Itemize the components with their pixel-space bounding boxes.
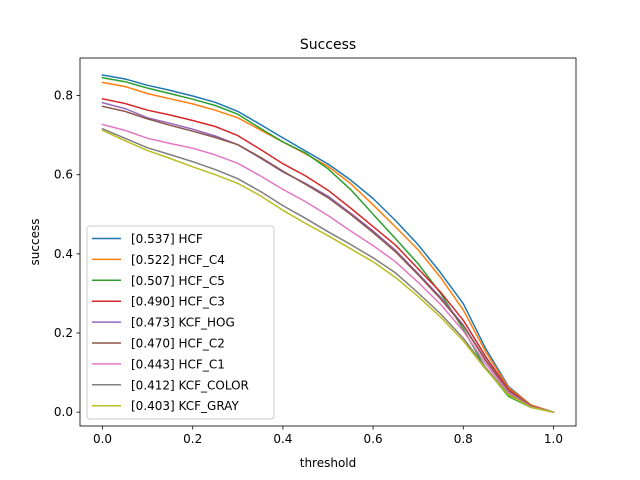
x-tick-label: 0.0 (93, 432, 112, 446)
chart-title: Success (300, 37, 356, 53)
legend-label-5: [0.470] HCF_C2 (131, 337, 225, 351)
series-line-2 (101, 76, 555, 414)
x-tick-label: 0.2 (183, 432, 202, 446)
legend-label-0: [0.537] HCF (131, 232, 203, 246)
legend-items: [0.537] HCF [0.522] HCF_C4 [0.507] HCF_C5 [… (92, 232, 249, 413)
series-layer (101, 74, 555, 414)
legend-label-3: [0.490] HCF_C3 (131, 295, 225, 309)
y-tick-label: 0.0 (54, 405, 73, 419)
legend: [0.537] HCF [0.522] HCF_C4 [0.507] HCF_C5 [… (86, 225, 275, 420)
x-axis-label: threshold (300, 456, 357, 470)
y-tick-label: 0.6 (54, 168, 73, 182)
y-axis-label: success (28, 219, 42, 266)
y-axis-ticks: 0.0 0.2 0.4 0.6 0.8 (54, 89, 80, 419)
legend-label-6: [0.443] HCF_C1 (131, 357, 225, 371)
axes-frame (79, 57, 577, 427)
y-tick-label: 0.4 (54, 247, 73, 261)
x-tick-label: 0.4 (273, 432, 292, 446)
series-line-1 (101, 81, 555, 414)
x-axis-ticks: 0.0 0.2 0.4 0.6 0.8 1.0 (93, 426, 563, 446)
series-line-3 (101, 97, 555, 414)
series-line-7 (101, 127, 555, 414)
legend-label-8: [0.403] KCF_GRAY (131, 399, 239, 413)
x-tick-label: 0.6 (364, 432, 383, 446)
legend-label-7: [0.412] KCF_COLOR (131, 378, 249, 392)
legend-label-2: [0.507] HCF_C5 (131, 274, 225, 288)
legend-frame (86, 225, 275, 420)
x-tick-label: 1.0 (544, 432, 563, 446)
legend-label-4: [0.473] KCF_HOG (131, 316, 235, 330)
series-line-8 (101, 129, 555, 414)
series-line-6 (101, 123, 555, 414)
series-line-0 (101, 74, 555, 414)
y-tick-label: 0.8 (54, 89, 73, 103)
x-tick-label: 0.8 (454, 432, 473, 446)
y-tick-label: 0.2 (54, 326, 73, 340)
series-line-5 (101, 105, 555, 414)
legend-label-1: [0.522] HCF_C4 (131, 253, 225, 267)
